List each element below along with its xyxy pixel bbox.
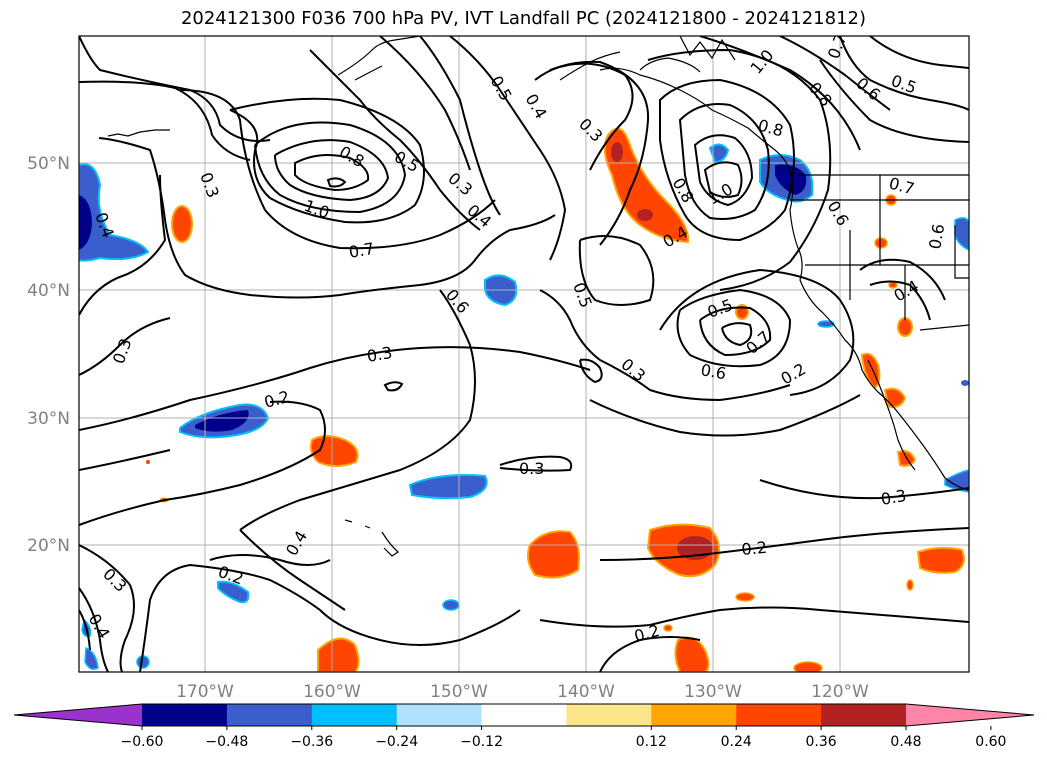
- positive-ivt-regions: [146, 127, 965, 672]
- lat-label-50n: 50°N: [27, 154, 70, 174]
- lon-label-150w: 150°W: [430, 682, 488, 702]
- lat-label-30n: 30°N: [27, 409, 70, 429]
- colorbar: −0.60 −0.48 −0.36 −0.24 −0.12 0.12 0.24 0.36 0.4…: [13, 703, 1035, 750]
- colorbar-tick-label: 0.24: [721, 734, 752, 750]
- colorbar-bin: [481, 704, 567, 726]
- colorbar-bin: [142, 704, 228, 726]
- contour-label: 0.3: [519, 459, 544, 478]
- colorbar-tick-label: 0.36: [806, 734, 837, 750]
- lat-label-20n: 20°N: [27, 536, 70, 556]
- contour-label: 0.7: [347, 239, 375, 262]
- contour-label: 0.3: [365, 343, 393, 366]
- colorbar-tick-label: −0.48: [205, 734, 248, 750]
- lon-label-140w: 140°W: [557, 682, 615, 702]
- map-title: 2024121300 F036 700 hPa PV, IVT Landfall…: [180, 8, 867, 29]
- colorbar-bin: [821, 704, 907, 726]
- colorbar-tick-label: 0.48: [890, 734, 921, 750]
- map-frame: [78, 35, 970, 673]
- colorbar-tick-label: 0.12: [636, 734, 667, 750]
- map-area: 0.5 0.4 0.3 0.8 0.5 0.3 0.4 1.0 0.7 0.6 …: [79, 36, 969, 672]
- contour-label: 0.2: [741, 538, 768, 559]
- latitude-labels: 50°N 40°N 30°N 20°N: [27, 154, 70, 556]
- lat-label-40n: 40°N: [27, 281, 70, 301]
- lon-label-120w: 120°W: [811, 682, 869, 702]
- colorbar-tick-label: −0.36: [290, 734, 333, 750]
- colorbar-extend-max: [906, 704, 1034, 726]
- colorbar-tick-label: 0.60: [975, 734, 1006, 750]
- contour-label: 0.6: [699, 360, 727, 383]
- colorbar-bin: [396, 704, 483, 726]
- colorbar-bin: [566, 704, 652, 726]
- colorbar-bin: [736, 704, 822, 726]
- colorbar-extend-min: [14, 704, 142, 726]
- colorbar-bin: [226, 704, 313, 726]
- colorbar-tick-label: −0.60: [121, 734, 164, 750]
- colorbar-tick-label: −0.12: [460, 734, 503, 750]
- contour-label: 0.3: [879, 486, 907, 509]
- pv-contours: [79, 36, 969, 672]
- longitude-labels: 170°W 160°W 150°W 140°W 130°W 120°W: [176, 682, 869, 702]
- colorbar-tick-label: −0.24: [375, 734, 418, 750]
- lon-label-160w: 160°W: [303, 682, 361, 702]
- colorbar-bin: [651, 704, 737, 726]
- lon-label-130w: 130°W: [684, 682, 742, 702]
- contour-label: 0.6: [925, 222, 948, 250]
- lon-label-170w: 170°W: [176, 682, 234, 702]
- colorbar-bin: [311, 704, 398, 726]
